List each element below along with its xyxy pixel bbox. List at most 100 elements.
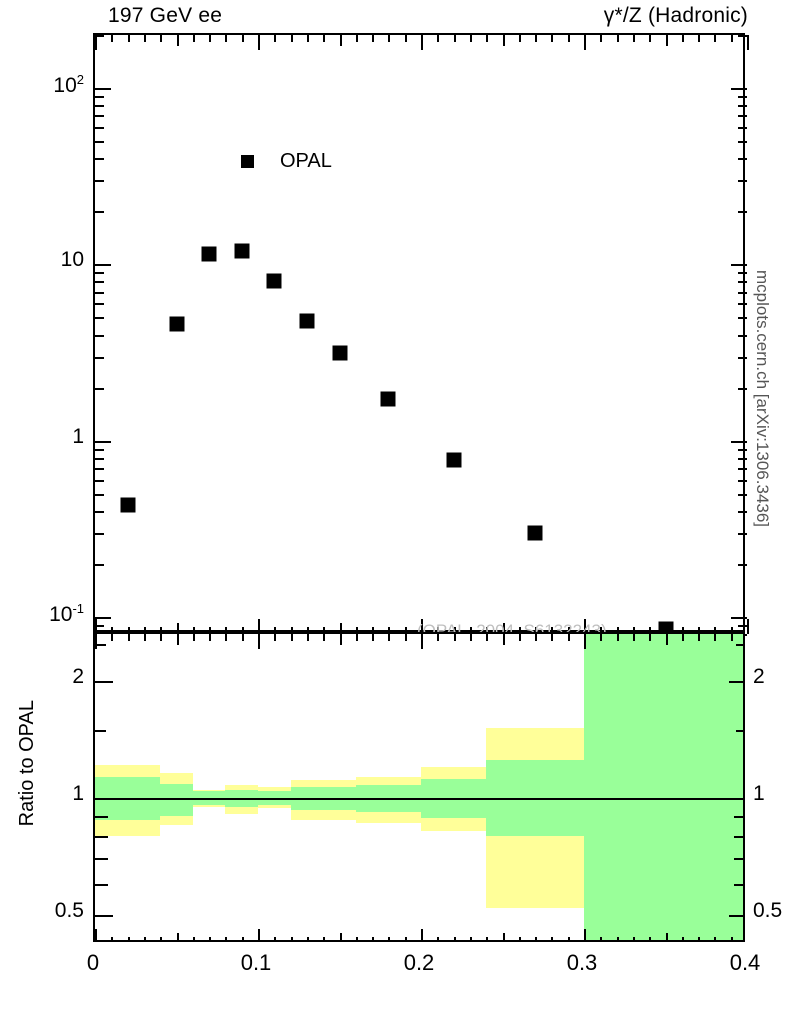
axis-tick — [95, 387, 104, 390]
axis-tick — [95, 883, 106, 886]
axis-tick — [632, 937, 635, 940]
axis-tick — [738, 105, 747, 108]
axis-tick — [95, 729, 106, 732]
axis-tick — [95, 479, 104, 482]
axis-tick — [437, 634, 440, 641]
axis-tick — [372, 627, 375, 634]
legend-marker-opal — [241, 155, 254, 168]
axis-tick — [274, 937, 277, 940]
axis-tick — [95, 493, 104, 496]
x-tick-label: 0.4 — [729, 950, 761, 975]
axis-tick — [535, 627, 538, 634]
main-y-tick-label: 102 — [53, 72, 84, 98]
axis-tick — [404, 627, 407, 634]
axis-tick — [738, 387, 747, 390]
axis-tick — [738, 158, 747, 161]
axis-tick — [738, 334, 747, 337]
axis-tick — [453, 627, 456, 634]
axis-tick — [518, 35, 521, 42]
data-point — [527, 525, 543, 541]
axis-tick — [143, 627, 146, 634]
axis-tick — [738, 281, 747, 284]
axis-tick — [160, 35, 163, 42]
axis-tick — [127, 35, 130, 42]
data-point — [234, 243, 250, 259]
axis-tick — [95, 211, 104, 214]
header-process-label: γ*/Z (Hadronic) — [603, 4, 748, 27]
axis-tick — [95, 681, 113, 684]
axis-tick — [95, 914, 113, 917]
axis-tick — [388, 627, 391, 634]
axis-tick — [738, 211, 747, 214]
axis-tick — [616, 627, 619, 634]
axis-tick — [95, 858, 106, 861]
axis-tick — [736, 815, 743, 818]
axis-tick — [306, 634, 309, 641]
axis-tick — [95, 510, 104, 513]
axis-tick — [388, 35, 391, 42]
axis-tick — [95, 127, 104, 130]
axis-tick — [143, 35, 146, 42]
axis-tick — [225, 627, 228, 634]
axis-tick — [355, 634, 358, 641]
axis-tick — [323, 634, 326, 641]
axis-tick — [339, 623, 342, 634]
axis-tick — [698, 937, 701, 940]
axis-tick — [518, 634, 521, 641]
main-y-tick-label: 1 — [72, 424, 84, 448]
axis-tick — [584, 929, 586, 940]
axis-tick — [241, 634, 244, 641]
ratio-y-tick-label: 2 — [72, 665, 84, 689]
axis-tick — [95, 457, 104, 460]
axis-tick — [127, 937, 130, 940]
axis-tick — [306, 937, 309, 940]
axis-tick — [502, 933, 505, 940]
axis-tick — [486, 937, 489, 940]
ratio-y-tick-label-right: 1 — [753, 782, 765, 805]
axis-tick — [241, 627, 244, 634]
axis-tick — [649, 35, 652, 42]
axis-tick — [736, 883, 743, 886]
axis-tick — [339, 35, 342, 46]
axis-tick — [95, 35, 104, 37]
axis-tick — [714, 627, 717, 634]
axis-tick — [258, 35, 260, 50]
axis-tick — [95, 264, 111, 267]
axis-tick — [355, 937, 358, 940]
axis-tick — [437, 627, 440, 634]
ratio-y-tick-label-right: 0.5 — [753, 898, 783, 922]
axis-tick — [355, 35, 358, 42]
axis-tick — [665, 634, 668, 645]
axis-tick — [453, 634, 456, 641]
axis-tick — [95, 563, 104, 566]
axis-tick — [95, 448, 104, 451]
axis-tick — [95, 272, 104, 275]
axis-tick — [731, 88, 747, 91]
axis-tick — [176, 634, 179, 645]
axis-tick — [714, 634, 717, 641]
band-inner — [584, 634, 743, 940]
header-energy-label: 197 GeV ee — [108, 4, 223, 27]
axis-tick — [584, 619, 586, 634]
axis-tick — [404, 937, 407, 940]
axis-tick — [95, 643, 106, 646]
axis-tick — [192, 634, 195, 641]
axis-tick — [421, 619, 423, 634]
axis-tick — [209, 627, 212, 634]
ratio-plot-panel — [93, 632, 745, 942]
axis-tick — [95, 929, 97, 940]
axis-tick — [730, 35, 733, 42]
axis-tick — [95, 440, 111, 443]
axis-tick — [192, 35, 195, 42]
axis-tick — [95, 317, 104, 320]
axis-tick — [176, 35, 179, 46]
axis-tick — [209, 937, 212, 940]
axis-tick — [738, 479, 747, 482]
axis-tick — [616, 937, 619, 940]
axis-tick — [729, 798, 743, 800]
axis-tick — [738, 356, 747, 359]
axis-tick — [95, 158, 104, 161]
axis-tick — [518, 937, 521, 940]
main-y-tick-label: 10-1 — [49, 600, 84, 626]
axis-tick — [729, 681, 743, 684]
